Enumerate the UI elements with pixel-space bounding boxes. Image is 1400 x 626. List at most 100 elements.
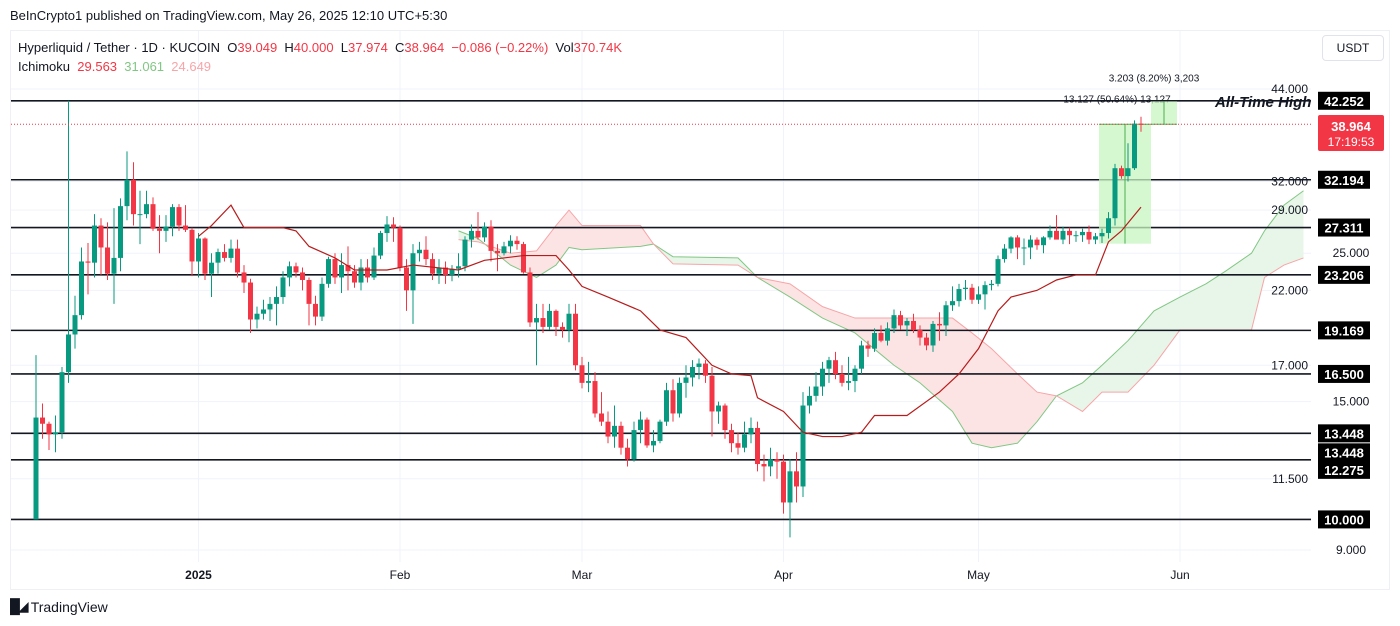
current-price-value: 38.964: [1331, 119, 1372, 134]
candle-body: [105, 247, 110, 274]
close-value: 38.964: [404, 40, 445, 55]
candle-body: [501, 246, 507, 254]
candle-body: [98, 225, 104, 248]
price-tick-label: 32.000: [1271, 175, 1308, 189]
candle-body: [638, 419, 643, 431]
ichimoku-span-a-value: 31.061: [124, 59, 165, 74]
candle-body: [261, 309, 266, 314]
candle-body: [300, 272, 305, 280]
candle-body: [989, 283, 994, 286]
candle-body: [670, 390, 676, 414]
price-tick-label: 44.000: [1271, 82, 1308, 96]
candle-body: [1132, 123, 1137, 169]
candle-body: [196, 238, 201, 262]
candle-body: [709, 375, 715, 412]
level-price-badge: [1318, 424, 1370, 443]
candle-body: [144, 204, 149, 215]
cloud-segment: [1128, 310, 1154, 393]
candle-body: [495, 250, 500, 254]
candle-body: [410, 253, 416, 291]
candle-body: [1073, 235, 1079, 237]
time-tick-label: Mar: [572, 568, 593, 582]
candle-body: [846, 381, 851, 383]
countdown: 17:19:53: [1328, 135, 1375, 149]
candle-body: [215, 252, 221, 263]
cloud-segment: [790, 283, 823, 319]
ichimoku-base-line: [198, 204, 1142, 438]
candle-body: [222, 252, 227, 258]
price-tick-label: 9.000: [1336, 543, 1366, 557]
candle-body: [53, 432, 58, 435]
candle-body: [527, 272, 533, 323]
currency-button[interactable]: USDT: [1322, 35, 1384, 61]
candle-body: [813, 386, 819, 396]
candle-body: [930, 323, 936, 346]
candle-body: [280, 277, 286, 298]
candle-body: [898, 315, 903, 326]
volume-label: Vol: [555, 40, 574, 55]
candle-body: [1080, 231, 1085, 236]
ichimoku-label[interactable]: Ichimoku: [18, 59, 71, 74]
ichimoku-span-a-line: [458, 190, 1304, 449]
chart-legend: Hyperliquid / Tether · 1D · KUCOIN O39.0…: [18, 38, 622, 76]
high-label: H: [284, 40, 294, 55]
candle-body: [378, 233, 383, 256]
cloud-segment: [1180, 283, 1206, 330]
candle-body: [183, 225, 188, 230]
candle-body: [241, 272, 247, 283]
candle-body: [781, 461, 786, 503]
candle-body: [1028, 239, 1033, 248]
cloud-segment: [1082, 365, 1102, 412]
candle-body: [690, 366, 695, 378]
candle-body: [761, 464, 767, 467]
candle-body: [787, 471, 793, 503]
candle-body: [592, 381, 598, 414]
symbol-legend: Hyperliquid / Tether · 1D · KUCOIN O39.0…: [18, 38, 622, 57]
candle-body: [716, 405, 721, 412]
price-axis[interactable]: 42.252 32.194 27.311 23.206 19.169 16.500 13.4…: [1271, 82, 1370, 557]
candle-body: [553, 310, 559, 327]
low-label: L: [340, 40, 349, 55]
cloud-segment: [1251, 230, 1265, 330]
open-label: O: [227, 40, 238, 55]
candle-body: [1008, 237, 1014, 249]
candle-body: [508, 240, 513, 247]
tradingview-logo[interactable]: █◢ TradingView: [10, 598, 108, 615]
candle-body: [820, 368, 825, 387]
candle-body: [995, 259, 1001, 284]
candle-body: [612, 425, 617, 437]
candle-body: [891, 315, 897, 329]
level-price-label: 10.000: [1324, 512, 1364, 527]
candle-body: [404, 267, 409, 291]
cloud-segment: [582, 225, 641, 250]
level-price-label: 16.500: [1324, 367, 1364, 382]
candle-body: [365, 267, 370, 278]
candle-body: [664, 390, 669, 422]
candle-body: [976, 294, 981, 300]
candle-body: [865, 345, 871, 349]
candle-body: [449, 268, 455, 275]
cloud-segment: [1206, 271, 1226, 330]
candle-body: [332, 259, 338, 278]
symbol-name[interactable]: Hyperliquid / Tether · 1D · KUCOIN: [18, 40, 221, 55]
candle-body: [1002, 248, 1007, 260]
candle-body: [475, 230, 481, 238]
time-tick-label: Apr: [774, 568, 793, 582]
candle-body: [40, 417, 45, 424]
time-axis[interactable]: 2025 Feb Mar Apr May Jun: [185, 568, 1190, 582]
low-value: 37.974: [348, 40, 388, 55]
candle-body: [176, 207, 182, 226]
candle-body: [748, 427, 754, 435]
tradingview-logo-icon: █◢: [10, 598, 29, 614]
all-time-high-annotation: All-Time High: [1214, 94, 1311, 111]
candle-body: [735, 443, 741, 448]
candle-body: [852, 368, 858, 382]
candle-body: [807, 395, 812, 406]
high-value: 40.000: [293, 40, 334, 55]
candle-body: [644, 419, 650, 446]
level-price-label: 23.206: [1324, 268, 1364, 283]
candle-body: [683, 377, 689, 383]
ichimoku-legend: Ichimoku 29.563 31.061 24.649: [18, 57, 622, 76]
candle-body: [59, 372, 65, 433]
